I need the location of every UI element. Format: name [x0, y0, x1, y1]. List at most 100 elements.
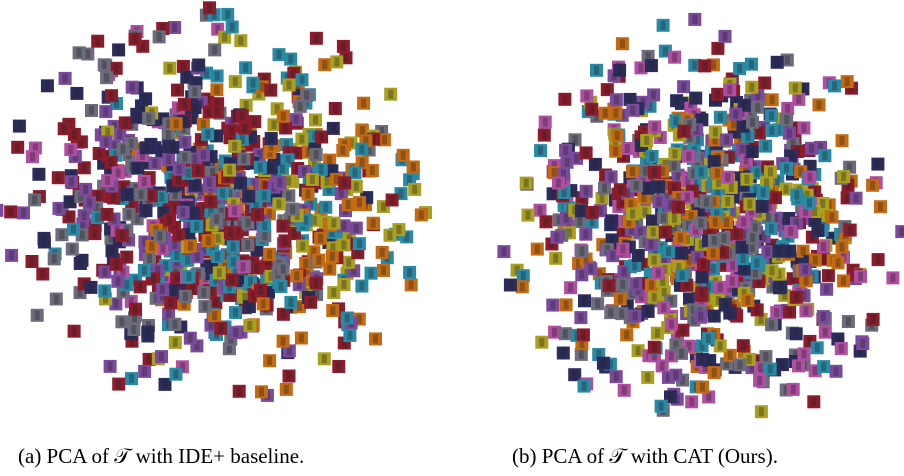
thumbnail: [107, 361, 113, 371]
thumbnail: [64, 143, 78, 157]
thumbnail: [583, 186, 589, 196]
thumbnail: [315, 130, 329, 144]
thumbnail: [52, 201, 66, 215]
thumbnail: [220, 188, 225, 198]
thumbnail: [210, 83, 224, 97]
thumbnail: [765, 247, 771, 257]
thumbnail: [227, 228, 233, 237]
thumbnail: [262, 221, 268, 231]
thumbnail: [780, 161, 793, 175]
thumbnail: [835, 334, 841, 344]
thumbnail: [615, 307, 629, 321]
thumbnail: [238, 178, 243, 188]
thumbnail: [159, 192, 165, 202]
thumbnail: [830, 233, 836, 243]
thumbnail: [330, 123, 336, 133]
thumbnail: [579, 270, 585, 280]
thumbnail: [640, 259, 646, 269]
thumbnail: [230, 242, 236, 252]
thumbnail: [210, 244, 216, 254]
thumbnail: [241, 238, 255, 252]
thumbnail: [693, 93, 699, 103]
thumbnail: [740, 121, 746, 131]
thumbnail: [142, 111, 156, 125]
thumbnail: [186, 229, 192, 239]
thumbnail: [604, 85, 610, 95]
thumbnail: [294, 331, 308, 345]
thumbnail: [572, 135, 578, 145]
thumbnail: [694, 309, 708, 323]
thumbnail: [129, 374, 134, 384]
thumbnail: [290, 204, 296, 214]
thumbnail: [194, 252, 200, 262]
thumbnail: [407, 267, 413, 277]
thumbnail: [289, 113, 303, 127]
thumbnail: [359, 144, 365, 154]
thumbnail: [820, 312, 826, 322]
thumbnail: [674, 96, 680, 106]
thumbnail: [710, 60, 716, 70]
thumbnail: [229, 126, 235, 136]
thumbnail: [103, 294, 108, 304]
thumbnail: [686, 151, 692, 161]
thumbnail: [234, 228, 240, 238]
thumbnail: [673, 340, 679, 350]
thumbnail: [84, 280, 98, 294]
thumbnail: [661, 287, 667, 297]
thumbnail: [503, 278, 517, 292]
thumbnail: [769, 126, 775, 136]
thumbnail: [163, 61, 177, 75]
thumbnail: [628, 225, 634, 235]
thumbnail: [765, 212, 771, 222]
thumbnail: [225, 20, 239, 34]
thumbnail: [389, 195, 395, 205]
thumbnail: [236, 386, 242, 396]
thumbnail: [655, 359, 669, 373]
thumbnail: [745, 80, 759, 94]
thumbnail: [520, 271, 526, 281]
thumbnail: [661, 255, 667, 265]
thumbnail: [724, 359, 730, 369]
thumbnail: [215, 233, 221, 243]
thumbnail: [174, 273, 180, 283]
thumbnail: [329, 251, 335, 261]
thumbnail: [176, 205, 190, 219]
thumbnail: [288, 297, 294, 307]
thumbnail: [875, 255, 881, 265]
thumbnail: [127, 323, 141, 336]
thumbnail: [642, 207, 648, 217]
thumbnail: [752, 268, 758, 278]
thumbnail: [628, 259, 642, 273]
thumbnail: [660, 166, 666, 176]
thumbnail: [341, 221, 347, 231]
thumbnail: [250, 78, 256, 88]
thumbnail: [680, 375, 686, 385]
thumbnail: [671, 161, 677, 171]
thumbnail: [139, 151, 145, 160]
thumbnail: [105, 176, 111, 186]
thumbnail: [754, 305, 760, 315]
thumbnail: [688, 211, 694, 221]
thumbnail: [783, 184, 789, 194]
thumbnail: [115, 229, 129, 243]
thumbnail: [613, 63, 627, 77]
thumbnail: [308, 297, 314, 307]
thumbnail: [201, 288, 207, 298]
thumbnail: [620, 328, 634, 342]
thumbnail: [870, 180, 876, 190]
thumbnail: [356, 239, 362, 249]
thumbnail: [630, 167, 635, 177]
thumbnail: [99, 135, 113, 149]
thumbnail: [266, 209, 272, 219]
thumbnail: [731, 119, 737, 129]
thumbnail: [713, 280, 727, 294]
thumbnail: [327, 155, 333, 165]
thumbnail: [165, 130, 171, 140]
thumbnail: [585, 205, 599, 219]
thumbnail: [572, 205, 578, 215]
thumbnail: [309, 148, 323, 162]
thumbnail: [406, 160, 420, 174]
thumbnail: [321, 354, 327, 364]
thumbnail: [782, 126, 796, 140]
thumbnail: [176, 164, 182, 174]
